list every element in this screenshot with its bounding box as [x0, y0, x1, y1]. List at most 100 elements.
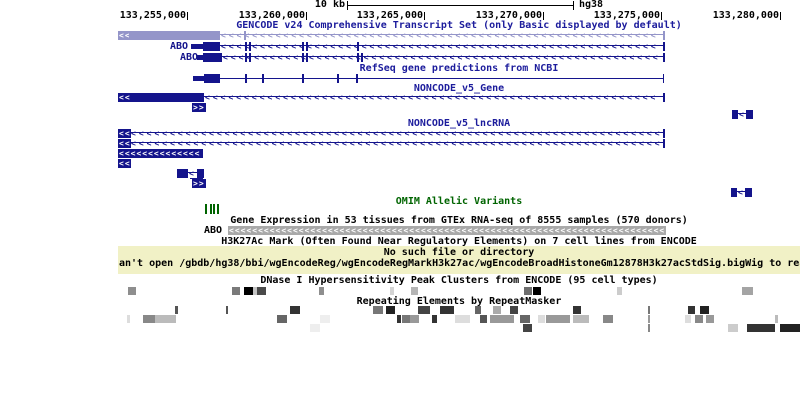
track-title-repeatmasker[interactable]: Repeating Elements by RepeatMasker: [356, 296, 562, 307]
abo-transcript-2-exon-tick[interactable]: [249, 53, 251, 62]
abo-transcript-2-utr[interactable]: [197, 55, 203, 60]
dnase-peak[interactable]: [244, 287, 253, 295]
noncode-gene-forward-item[interactable]: >>: [192, 103, 206, 112]
repeat-element-row3[interactable]: [747, 324, 775, 332]
repeat-element-row2[interactable]: [410, 315, 419, 323]
refseq-abo-intron-line[interactable]: [220, 78, 663, 79]
abo-transcript-2-exon-tick[interactable]: [302, 53, 304, 62]
lncrna-right-item-2-intron[interactable]: <: [737, 188, 746, 197]
track-title-dnase[interactable]: DNase I Hypersensitivity Peak Clusters f…: [260, 275, 658, 286]
gencode-transcript-1-intron[interactable]: <<<<<<<<<<<<<<<<<<<<<<<<<<<<<<<<<<<<<<<<…: [220, 31, 665, 40]
repeat-element-row1[interactable]: [648, 306, 650, 314]
lncrna-item-1-start[interactable]: <<: [118, 129, 131, 138]
track-title-gencode[interactable]: GENCODE v24 Comprehensive Transcript Set…: [236, 20, 682, 31]
repeat-element-row2[interactable]: [685, 315, 691, 323]
repeat-element-row2[interactable]: [775, 315, 778, 323]
abo-transcript-1-exon-tick[interactable]: [357, 42, 359, 51]
dnase-peak[interactable]: [232, 287, 240, 295]
lncrna-right-item-1-exon[interactable]: [746, 110, 753, 119]
dnase-peak[interactable]: [742, 287, 753, 295]
abo-transcript-2-exon-tick[interactable]: [245, 53, 247, 62]
refseq-abo-cds[interactable]: [204, 74, 220, 83]
refseq-abo-exon-tick[interactable]: [356, 74, 358, 83]
abo-transcript-1-exon-tick[interactable]: [306, 42, 308, 51]
repeat-element-row3[interactable]: [523, 324, 532, 332]
dnase-peak[interactable]: [257, 287, 266, 295]
abo-transcript-1-utr[interactable]: [191, 44, 203, 49]
repeat-element-row2[interactable]: [320, 315, 330, 323]
omim-variant-tick[interactable]: [210, 204, 212, 214]
lncrna-item-5-exon[interactable]: [197, 169, 204, 178]
lncrna-item-2-end[interactable]: [663, 139, 665, 148]
gencode-transcript-1-end[interactable]: [663, 31, 665, 40]
noncode-gene-exon[interactable]: [130, 93, 204, 102]
lncrna-right-item-2-exon[interactable]: [731, 188, 737, 197]
repeat-element-row2[interactable]: [546, 315, 570, 323]
track-title-h3k27ac[interactable]: H3K27Ac Mark (Often Found Near Regulator…: [221, 236, 697, 247]
lncrna-forward-item[interactable]: >>: [192, 179, 206, 188]
refseq-abo-utr[interactable]: [193, 76, 204, 81]
repeat-element-row1[interactable]: [175, 306, 178, 314]
abo-transcript-1-exon-tick[interactable]: [302, 42, 304, 51]
repeat-element-row2[interactable]: [520, 315, 530, 323]
repeat-element-row3[interactable]: [728, 324, 738, 332]
abo-transcript-1-label[interactable]: ABO: [169, 41, 188, 52]
repeat-element-row1[interactable]: [290, 306, 300, 314]
repeat-element-row1[interactable]: [226, 306, 228, 314]
repeat-element-row1[interactable]: [700, 306, 709, 314]
repeat-element-row2[interactable]: [695, 315, 703, 323]
repeat-element-row2[interactable]: [155, 315, 176, 323]
abo-transcript-2-exon-tick[interactable]: [361, 53, 363, 62]
dnase-peak[interactable]: [411, 287, 418, 295]
lncrna-item-3-exon[interactable]: <<<<<<<<<<<<<<: [118, 149, 203, 158]
noncode-gene-intron[interactable]: <<<<<<<<<<<<<<<<<<<<<<<<<<<<<<<<<<<<<<<<…: [204, 93, 664, 102]
refseq-abo-exon-tick[interactable]: [262, 74, 264, 83]
repeat-element-row2[interactable]: [603, 315, 613, 323]
abo-transcript-1-exon-tick[interactable]: [249, 42, 251, 51]
noncode-gene-end[interactable]: [663, 93, 665, 102]
track-title-noncode-gene[interactable]: NONCODE_v5_Gene: [413, 83, 505, 94]
repeat-element-row2[interactable]: [706, 315, 714, 323]
repeat-element-row2[interactable]: [648, 315, 650, 323]
abo-transcript-2-end[interactable]: [663, 53, 665, 62]
abo-transcript-1-cds[interactable]: [203, 42, 220, 51]
refseq-abo-exon-tick[interactable]: [245, 74, 247, 83]
repeat-element-row1[interactable]: [493, 306, 501, 314]
repeat-element-row3[interactable]: [310, 324, 320, 332]
lncrna-item-2-start[interactable]: <<: [118, 139, 131, 148]
repeat-element-row1[interactable]: [373, 306, 383, 314]
abo-transcript-2-intron[interactable]: <<<<<<<<<<<<<<<<<<<<<<<<<<<<<<<<<<<<<<<<…: [222, 53, 664, 62]
repeat-element-row1[interactable]: [688, 306, 695, 314]
abo-transcript-1-end[interactable]: [663, 42, 665, 51]
lncrna-right-item-2-exon[interactable]: [745, 188, 752, 197]
repeat-element-row1[interactable]: [573, 306, 581, 314]
repeat-element-row2[interactable]: [402, 315, 410, 323]
repeat-element-row1[interactable]: [510, 306, 518, 314]
track-title-noncode-lncrna[interactable]: NONCODE_v5_lncRNA: [407, 118, 511, 129]
refseq-abo-exon-tick[interactable]: [337, 74, 339, 83]
repeat-element-row2[interactable]: [538, 315, 545, 323]
repeat-element-row2[interactable]: [277, 315, 287, 323]
abo-transcript-2-cds[interactable]: [203, 53, 222, 62]
gencode-transcript-1-exon-tick[interactable]: [244, 31, 246, 40]
repeat-element-row2[interactable]: [480, 315, 487, 323]
lncrna-item-1-end[interactable]: [663, 129, 665, 138]
lncrna-item-4-start[interactable]: <<: [118, 159, 131, 168]
refseq-abo-end[interactable]: [663, 74, 664, 83]
dnase-peak[interactable]: [319, 287, 324, 295]
repeat-element-row1[interactable]: [440, 306, 454, 314]
repeat-element-row1[interactable]: [475, 306, 481, 314]
lncrna-item-5-underline[interactable]: [190, 178, 203, 179]
omim-variant-tick[interactable]: [213, 204, 215, 214]
repeat-element-row2[interactable]: [432, 315, 437, 323]
dnase-peak[interactable]: [128, 287, 136, 295]
dnase-peak[interactable]: [524, 287, 532, 295]
abo-transcript-1-exon-tick[interactable]: [245, 42, 247, 51]
dnase-peak[interactable]: [533, 287, 541, 295]
repeat-element-row2[interactable]: [573, 315, 589, 323]
lncrna-item-5-intron[interactable]: <: [188, 169, 198, 178]
repeat-element-row1[interactable]: [386, 306, 395, 314]
track-title-refseq[interactable]: RefSeq gene predictions from NCBI: [359, 63, 559, 74]
repeat-element-row2[interactable]: [490, 315, 514, 323]
abo-transcript-2-label[interactable]: ABO: [179, 52, 198, 63]
